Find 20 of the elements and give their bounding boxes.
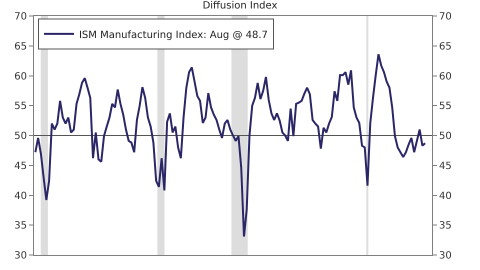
y2-tick-label: 70 [439, 12, 452, 22]
y-tick-label: 55 [14, 101, 27, 112]
y-tick-label: 40 [14, 190, 27, 202]
y2-tick-label: 35 [439, 220, 452, 232]
y2-tick-label: 45 [439, 160, 452, 172]
y2-tick-label: 60 [439, 71, 452, 82]
y-tick-label: 65 [14, 41, 27, 52]
y-tick-label: 45 [14, 160, 27, 172]
y-tick-label: 30 [14, 250, 27, 262]
y2-tick-label: 40 [439, 190, 452, 202]
y-tick-label: 60 [14, 71, 27, 82]
y-tick-label: 50 [14, 131, 27, 142]
y-tick-label: 35 [14, 220, 27, 232]
y2-tick-label: 65 [439, 41, 452, 52]
y-tick-label: 70 [14, 12, 27, 22]
y2-tick-label: 50 [439, 131, 452, 142]
y2-tick-label: 55 [439, 101, 452, 112]
chart-title: Diffusion Index [202, 0, 278, 12]
legend-label: ISM Manufacturing Index: Aug @ 48.7 [78, 30, 268, 41]
y2-tick-label: 30 [439, 250, 452, 262]
